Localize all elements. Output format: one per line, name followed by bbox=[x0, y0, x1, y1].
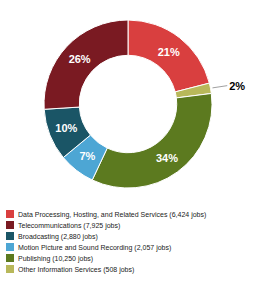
legend-swatch bbox=[6, 243, 14, 251]
legend-label: Other Information Services (508 jobs) bbox=[18, 266, 134, 274]
data-label: 7% bbox=[79, 150, 95, 162]
slice bbox=[44, 20, 128, 109]
legend-swatch bbox=[6, 254, 14, 262]
legend-label: Publishing (10,250 jobs) bbox=[18, 255, 93, 263]
leader-line bbox=[212, 86, 227, 88]
legend: Data Processing, Hosting, and Related Se… bbox=[6, 210, 206, 274]
data-labels: 21% 2% 34% 7% 10% 26% bbox=[55, 46, 245, 164]
legend-label: Data Processing, Hosting, and Related Se… bbox=[18, 211, 206, 219]
donut bbox=[44, 20, 212, 188]
legend-swatch bbox=[6, 221, 14, 229]
legend-label: Motion Picture and Sound Recording (2,05… bbox=[18, 244, 171, 252]
data-label: 10% bbox=[55, 122, 77, 134]
legend-swatch bbox=[6, 232, 14, 240]
legend-swatch bbox=[6, 210, 14, 218]
legend-swatch bbox=[6, 265, 14, 273]
legend-label: Telecommunications (7,925 jobs) bbox=[18, 222, 120, 230]
data-label: 21% bbox=[158, 46, 180, 58]
data-label: 26% bbox=[69, 53, 91, 65]
slice bbox=[128, 20, 209, 92]
legend-label: Broadcasting (2,880 jobs) bbox=[18, 233, 98, 241]
data-label: 2% bbox=[229, 80, 245, 92]
chart: 21% 2% 34% 7% 10% 26% Data Processing, Hosting… bbox=[0, 0, 261, 300]
slice bbox=[92, 93, 212, 188]
data-label: 34% bbox=[156, 152, 178, 164]
